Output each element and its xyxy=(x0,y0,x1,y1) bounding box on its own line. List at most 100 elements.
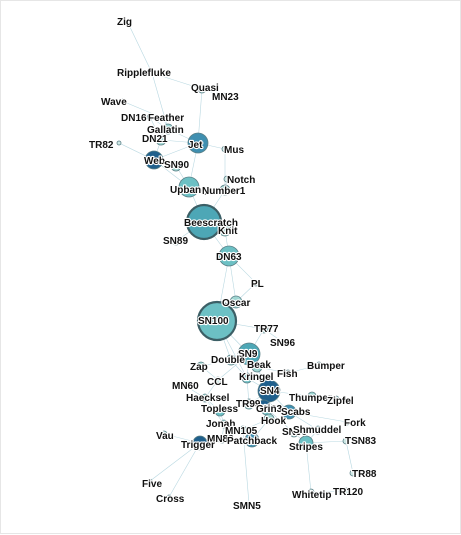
node-label-kringel: Kringel xyxy=(239,372,274,383)
node-label-vau: Vau xyxy=(156,431,174,442)
node-label-number1: Number1 xyxy=(202,186,246,197)
node-knit[interactable] xyxy=(218,223,232,237)
edge-whitetip-tr120 xyxy=(310,490,347,493)
node-zig[interactable] xyxy=(126,22,132,28)
node-jet[interactable] xyxy=(187,132,209,154)
node-jonah[interactable] xyxy=(219,419,229,429)
node-label-sn96: SN96 xyxy=(270,338,295,349)
node-label-tr82: TR82 xyxy=(89,140,114,151)
node-tr82[interactable] xyxy=(116,140,122,146)
node-notch[interactable] xyxy=(223,175,231,183)
node-label-fish: Fish xyxy=(277,369,298,380)
node-web[interactable] xyxy=(144,150,164,170)
node-smn5[interactable] xyxy=(246,501,252,507)
node-trigger[interactable] xyxy=(192,435,208,451)
node-label-mn83: MN83 xyxy=(207,434,234,445)
node-label-dn63: DN63 xyxy=(216,252,242,263)
node-label-ccl: CCL xyxy=(207,377,228,388)
node-double[interactable] xyxy=(225,354,237,366)
node-bumper[interactable] xyxy=(315,361,323,369)
node-fish[interactable] xyxy=(284,369,292,377)
node-tr120[interactable] xyxy=(342,487,350,495)
node-ripplefluke[interactable] xyxy=(148,69,156,77)
node-label-feather: Feather xyxy=(148,113,184,124)
node-mn105[interactable] xyxy=(238,425,248,435)
node-cross[interactable] xyxy=(166,494,172,500)
node-label-sn4: SN4 xyxy=(260,386,280,397)
node-sn89[interactable] xyxy=(171,236,181,246)
node-topless[interactable] xyxy=(214,405,226,417)
node-label-haecksel: Haecksel xyxy=(186,393,230,404)
node-label-oscar: Oscar xyxy=(222,298,250,309)
node-whitetip[interactable] xyxy=(307,488,315,496)
node-upbang[interactable] xyxy=(178,176,200,198)
node-label-pl: PL xyxy=(251,279,264,290)
node-sn90[interactable] xyxy=(289,428,299,438)
node-label-trigger: Trigger xyxy=(181,440,215,451)
node-tr88[interactable] xyxy=(349,469,357,477)
node-label-bumper: Bumper xyxy=(307,361,345,372)
node-tr77[interactable] xyxy=(259,324,269,334)
node-mn60[interactable] xyxy=(180,381,188,389)
node-label-zig: Zig xyxy=(117,17,132,28)
node-label-sn90: SN90 xyxy=(164,160,189,171)
node-label-knit: Knit xyxy=(218,226,238,237)
node-haecksel[interactable] xyxy=(200,393,210,403)
node-sn96[interactable] xyxy=(280,339,288,347)
node-label-tr99: TR99 xyxy=(236,399,261,410)
node-label-sn63: SN63 xyxy=(257,404,282,415)
node-label-beak: Beak xyxy=(247,360,271,371)
node-beescratch[interactable] xyxy=(185,203,223,241)
node-mn83[interactable] xyxy=(217,434,227,444)
node-sn90[interactable] xyxy=(170,160,182,172)
node-label-dn21: DN21 xyxy=(142,134,168,145)
node-sn100[interactable] xyxy=(196,300,238,342)
node-label-patchback: Patchback xyxy=(227,436,277,447)
node-kringel[interactable] xyxy=(241,372,253,384)
node-label-mus: Mus xyxy=(224,145,244,156)
node-label-sn9: SN9 xyxy=(238,349,258,360)
node-tr99[interactable] xyxy=(243,398,255,410)
node-label-thumper: Thumper xyxy=(289,393,332,404)
node-quasi[interactable] xyxy=(197,84,207,94)
node-scabs[interactable] xyxy=(281,404,297,420)
node-gallatin[interactable] xyxy=(162,123,174,135)
node-label-tsn83: TSN83 xyxy=(345,436,377,447)
edge-ripplefluke-quasi xyxy=(151,72,203,90)
node-zap[interactable] xyxy=(196,361,206,371)
node-label-mn60: MN60 xyxy=(172,381,199,392)
node-sn4[interactable] xyxy=(257,379,281,403)
node-zipfel[interactable] xyxy=(332,395,340,403)
node-label-scabs: Scabs xyxy=(281,407,311,418)
node-label-tr88: TR88 xyxy=(352,469,377,480)
node-five[interactable] xyxy=(147,478,153,484)
node-tsn83[interactable] xyxy=(342,437,350,445)
node-vau[interactable] xyxy=(160,430,168,438)
node-grin[interactable] xyxy=(257,399,271,413)
node-number1[interactable] xyxy=(219,184,231,196)
node-label-stripes: Stripes xyxy=(289,442,323,453)
node-label-jet: Jet xyxy=(188,140,203,151)
node-wave[interactable] xyxy=(119,98,125,104)
node-label-zipfel: Zipfel xyxy=(327,396,354,407)
node-dn16[interactable] xyxy=(146,113,154,121)
node-oscar[interactable] xyxy=(229,295,243,309)
node-patchback[interactable] xyxy=(244,432,260,448)
node-ccl[interactable] xyxy=(214,376,222,384)
node-shmuddel[interactable] xyxy=(313,425,323,435)
node-thumper[interactable] xyxy=(307,391,317,401)
node-hook[interactable] xyxy=(263,413,275,425)
node-fork[interactable] xyxy=(343,418,351,426)
node-dn21[interactable] xyxy=(155,134,167,146)
node-label-hook: Hook xyxy=(261,416,286,427)
node-mn23[interactable] xyxy=(219,92,227,100)
node-mus[interactable] xyxy=(221,145,229,153)
node-sn9[interactable] xyxy=(237,342,261,366)
node-pl[interactable] xyxy=(252,279,260,287)
node-label-ripplefluke: Ripplefluke xyxy=(117,68,171,79)
node-dn63[interactable] xyxy=(218,245,240,267)
node-beak[interactable] xyxy=(251,361,263,373)
node-feather[interactable] xyxy=(159,114,167,122)
node-stripes[interactable] xyxy=(298,435,314,451)
